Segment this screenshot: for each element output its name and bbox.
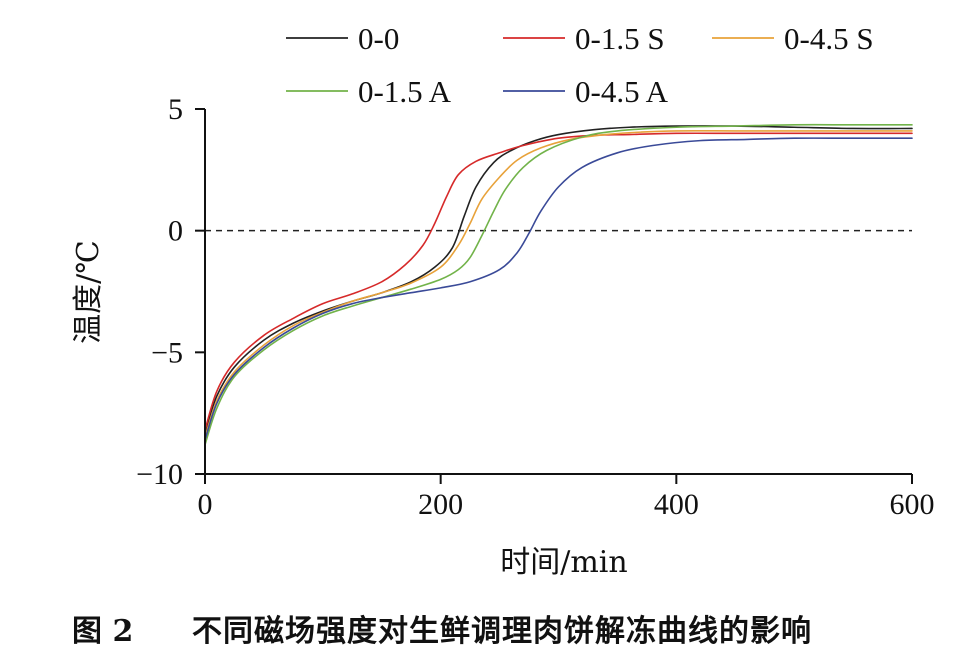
legend-label-0: 0-0 — [358, 21, 399, 56]
x-axis-title: 时间/min — [500, 545, 627, 580]
figure-caption-text: 不同磁场强度对生鲜调理肉饼解冻曲线的影响 — [192, 614, 812, 649]
series-line-4 — [204, 137, 913, 441]
x-tick-label: 0 — [198, 488, 213, 521]
x-tick-label: 600 — [890, 488, 935, 521]
y-tick-label: 5 — [168, 93, 183, 126]
legend-label-1: 0-1.5 S — [575, 21, 665, 56]
y-axis-title: 温度/℃ — [71, 240, 106, 344]
legend-label-2: 0-4.5 S — [784, 21, 874, 56]
legend-label-3: 0-1.5 A — [358, 74, 452, 109]
series-line-3 — [204, 123, 913, 446]
tick-labels: 5 0 −5 −10 0 200 400 600 — [136, 93, 934, 521]
y-tick-label: 0 — [168, 215, 183, 248]
series-line-0 — [204, 125, 913, 434]
series-lines — [204, 123, 913, 446]
series-line-2 — [204, 130, 913, 439]
thawing-curve-chart: 0-0 0-1.5 S 0-4.5 S 0-1.5 A 0-4.5 A 5 0 −5 −10 0… — [71, 21, 935, 580]
x-tick-label: 200 — [418, 488, 463, 521]
x-tick-label: 400 — [654, 488, 699, 521]
y-tick-label: −5 — [151, 336, 183, 369]
legend-label-4: 0-4.5 A — [575, 74, 669, 109]
axes — [195, 108, 913, 484]
y-tick-label: −10 — [136, 458, 183, 491]
figure-number: 图 2 — [72, 614, 134, 649]
legend: 0-0 0-1.5 S 0-4.5 S 0-1.5 A 0-4.5 A — [286, 21, 874, 109]
series-line-1 — [204, 132, 913, 431]
figure-caption: 图 2 不同磁场强度对生鲜调理肉饼解冻曲线的影响 — [0, 606, 967, 650]
